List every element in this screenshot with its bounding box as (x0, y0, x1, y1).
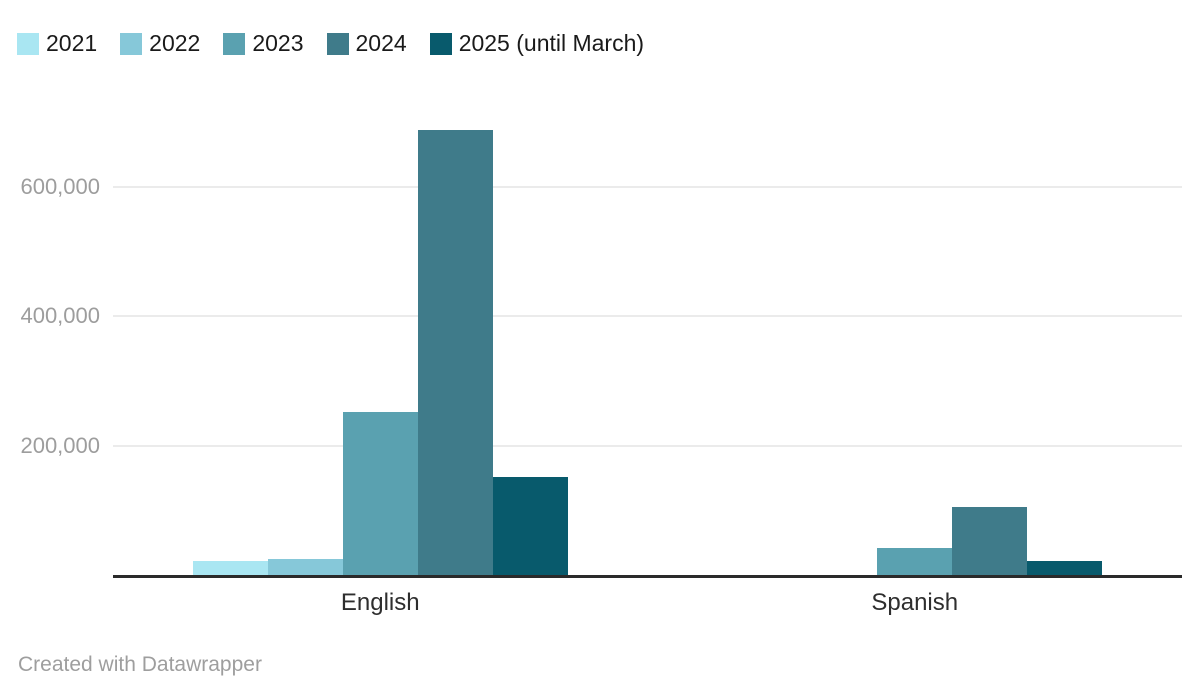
bar (342, 411, 418, 575)
y-tick-label: 200,000 (20, 432, 100, 458)
x-axis-line (113, 575, 1182, 578)
y-gridline (113, 315, 1182, 317)
legend-item-label: 2022 (149, 30, 201, 56)
legend: 2021 2022 2023 2024 2025 (until March) (17, 30, 644, 57)
category-label: English (340, 589, 420, 616)
legend-item: 2021 (17, 30, 97, 57)
bar (417, 129, 493, 575)
legend-item: 2022 (120, 30, 200, 57)
category-label: Spanish (871, 589, 959, 616)
legend-item-label: 2024 (355, 30, 407, 56)
legend-item: 2024 (326, 30, 407, 57)
legend-item-label: 2023 (252, 30, 304, 56)
legend-swatch (17, 32, 39, 55)
legend-swatch (429, 32, 452, 55)
legend-swatch (223, 32, 246, 55)
y-gridline (113, 185, 1182, 188)
bar (267, 558, 343, 575)
bar (952, 507, 1028, 575)
legend-swatch (120, 32, 143, 55)
legend-item: 2023 (223, 30, 304, 57)
legend-item-label: 2025 (until March) (458, 30, 645, 56)
legend-item: 2025 (until March) (429, 30, 645, 57)
bar (192, 561, 268, 575)
credit-line: Created with Datawrapper (18, 653, 262, 676)
bar (1027, 560, 1103, 575)
y-gridline (113, 444, 1182, 447)
y-tick-label: 400,000 (20, 303, 100, 328)
bar (492, 477, 568, 575)
y-tick-label: 600,000 (20, 173, 100, 199)
legend-swatch (326, 32, 349, 55)
bar (877, 547, 953, 575)
legend-item-label: 2021 (46, 30, 98, 56)
